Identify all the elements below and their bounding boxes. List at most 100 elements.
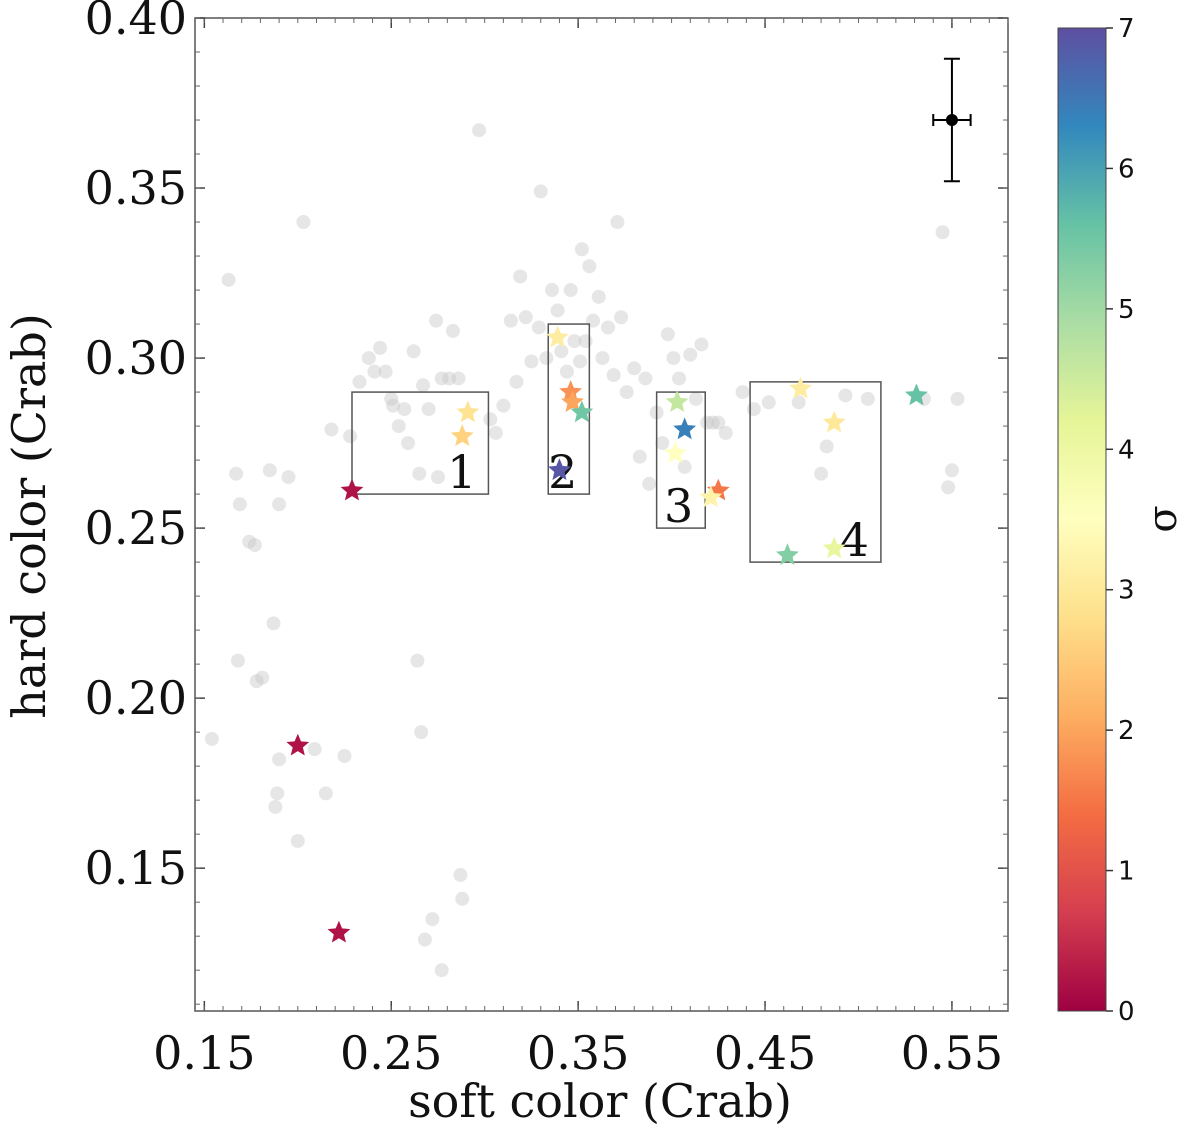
- background-point: [410, 653, 425, 668]
- y-tick-label: 0.35: [85, 161, 187, 215]
- background-point: [296, 215, 311, 230]
- background-point: [247, 538, 262, 553]
- background-point: [268, 799, 283, 814]
- x-axis-ticks: 0.15 0.25 0.35 0.45 0.55: [153, 18, 1009, 1080]
- background-point: [249, 674, 264, 689]
- star-point: [822, 410, 846, 433]
- background-point: [425, 912, 440, 927]
- background-point: [941, 480, 956, 495]
- background-point: [414, 725, 429, 740]
- background-point: [601, 320, 616, 335]
- background-point: [513, 269, 528, 284]
- background-point: [496, 398, 511, 413]
- background-point: [281, 470, 296, 485]
- background-point: [416, 378, 431, 393]
- background-point: [429, 313, 444, 328]
- colorbar-tick-label: 0: [1118, 997, 1135, 1027]
- background-point: [688, 391, 703, 406]
- background-point: [262, 463, 277, 478]
- background-point: [610, 215, 625, 230]
- y-axis-label: hard color (Crab): [2, 313, 56, 719]
- x-tick-label: 0.55: [901, 1026, 1003, 1080]
- background-point: [544, 283, 559, 298]
- background-point: [935, 225, 950, 240]
- region-4-label: 4: [840, 513, 869, 567]
- error-bar-marker: [932, 57, 972, 183]
- background-point: [417, 932, 432, 947]
- background-point: [453, 867, 468, 882]
- star-points-layer: [286, 325, 928, 943]
- error-bar-point: [945, 114, 958, 127]
- star-point: [789, 376, 812, 399]
- background-point: [627, 361, 642, 376]
- background-point: [563, 283, 578, 298]
- region-1-box: [351, 391, 490, 495]
- x-tick-label: 0.35: [527, 1026, 629, 1080]
- background-point: [586, 313, 601, 328]
- background-point: [746, 402, 761, 417]
- star-point: [548, 458, 571, 480]
- y-tick-label: 0.40: [85, 0, 187, 45]
- region-1-label: 1: [447, 445, 476, 499]
- background-point: [442, 371, 457, 386]
- background-point: [578, 334, 593, 349]
- background-point: [595, 351, 610, 366]
- background-point: [683, 347, 698, 362]
- background-point: [614, 310, 629, 325]
- colorbar-tick-label: 5: [1118, 295, 1135, 325]
- background-point: [401, 436, 416, 451]
- background-point: [455, 891, 470, 906]
- region-4-box: [749, 381, 882, 563]
- background-point: [290, 833, 305, 848]
- background-point: [838, 388, 853, 403]
- background-point: [503, 313, 518, 328]
- background-point: [539, 351, 554, 366]
- star-point: [450, 424, 474, 446]
- background-point: [266, 616, 281, 631]
- background-point: [434, 371, 449, 386]
- colorbar-tick-label: 6: [1118, 154, 1135, 184]
- background-point: [421, 402, 436, 417]
- y-tick-label: 0.25: [85, 501, 187, 555]
- star-point: [561, 390, 584, 412]
- colorbar-tick-label: 1: [1118, 857, 1135, 887]
- background-point: [554, 344, 569, 359]
- background-point: [531, 320, 546, 335]
- star-point: [673, 417, 697, 440]
- y-tick-label: 0.30: [85, 331, 187, 385]
- background-point: [606, 368, 621, 383]
- background-point: [230, 653, 245, 668]
- background-point: [694, 337, 709, 352]
- background-point: [672, 371, 687, 386]
- background-point: [860, 391, 875, 406]
- background-point: [574, 242, 589, 257]
- background-point: [391, 419, 406, 434]
- background-point: [307, 742, 322, 757]
- background-point: [324, 422, 339, 437]
- colorbar-tick-label: 4: [1118, 435, 1135, 465]
- background-point: [655, 436, 670, 451]
- background-point: [619, 385, 634, 400]
- star-point: [776, 543, 799, 565]
- background-point: [406, 344, 421, 359]
- background-point: [735, 385, 750, 400]
- background-point: [384, 391, 399, 406]
- star-point: [559, 380, 583, 402]
- background-point: [718, 425, 733, 440]
- background-point: [318, 786, 333, 801]
- star-point: [456, 400, 480, 423]
- background-point: [483, 412, 498, 427]
- star-point: [822, 536, 846, 559]
- background-point: [582, 259, 597, 274]
- colorbar-tick-label: 7: [1118, 14, 1135, 44]
- background-point: [488, 425, 503, 440]
- colorbar-label: σ: [1140, 505, 1186, 532]
- background-point: [518, 310, 533, 325]
- background-point: [412, 466, 427, 481]
- background-point: [533, 184, 548, 199]
- background-point: [700, 415, 715, 430]
- colorbar-ticks: 0 1 2 3 4 5 6 7: [1106, 14, 1135, 1027]
- background-point: [242, 534, 257, 549]
